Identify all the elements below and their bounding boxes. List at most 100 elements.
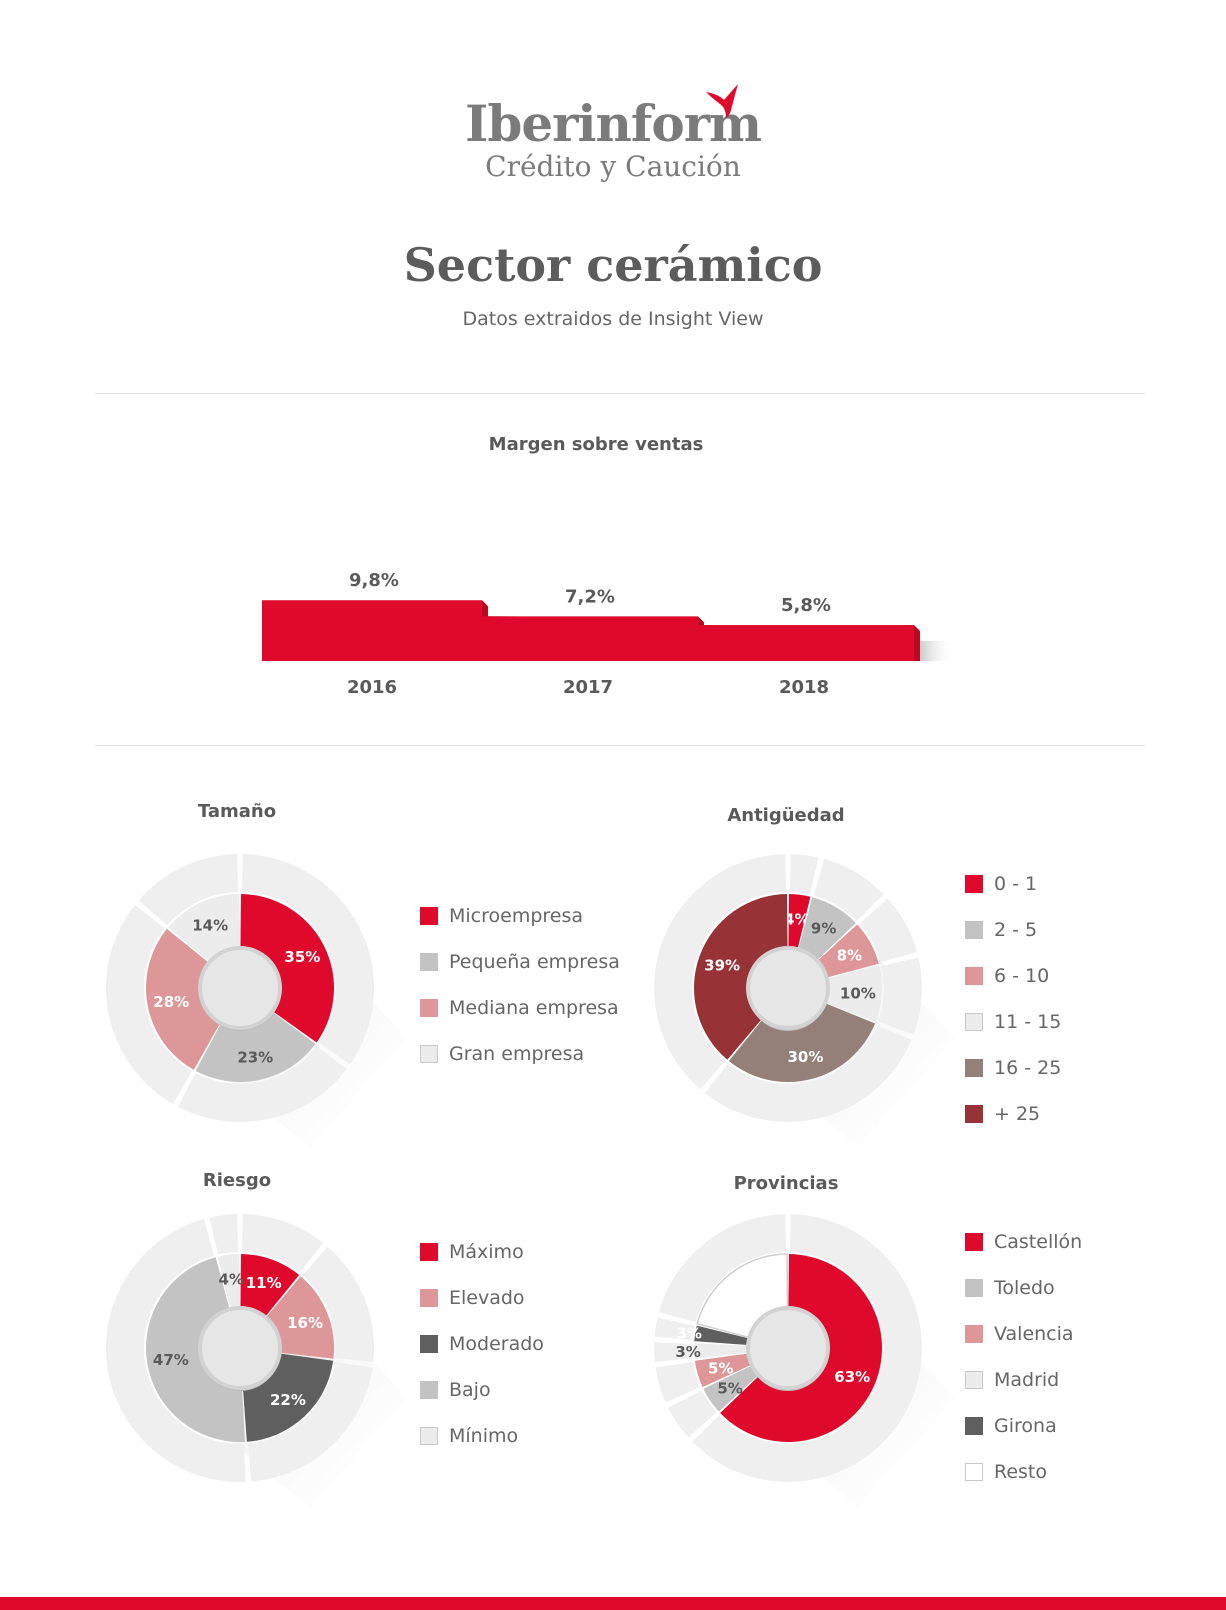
donut-outer-ring-segment xyxy=(242,1214,324,1273)
provincias-chart-title: Provincias xyxy=(733,1173,839,1194)
donut-outer-ring-segment xyxy=(655,1362,701,1403)
donut-outer-ring-segment xyxy=(106,904,192,1105)
legend-swatch xyxy=(420,1335,438,1353)
legend-swatch xyxy=(420,1045,438,1063)
donut-value-label: 5% xyxy=(717,1379,742,1397)
bar-category-label: 2018 xyxy=(779,677,829,698)
legend-swatch xyxy=(965,1279,983,1297)
legend-label: Resto xyxy=(994,1461,1048,1483)
donut-outer-ring-segment xyxy=(654,1342,693,1363)
donut-slice-0 - 1 xyxy=(788,894,811,959)
legend-item: Castellón xyxy=(965,1219,1082,1265)
legend-label: Bajo xyxy=(449,1379,491,1401)
legend-swatch xyxy=(965,875,983,893)
legend-item: + 25 xyxy=(965,1091,1061,1137)
legend-swatch xyxy=(420,1243,438,1261)
donut-value-label: 22% xyxy=(270,1391,306,1409)
margen-bar-chart: 9,8% 2016 7,2% 2017 5,8% 2018 xyxy=(262,570,954,698)
page-title: Sector cerámico xyxy=(403,238,823,292)
donut-outer-ring-segment xyxy=(302,1246,374,1363)
legend-item: Gran empresa xyxy=(420,1031,620,1077)
logo-subtitle: Crédito y Caución xyxy=(485,150,741,183)
logo-mark-icon xyxy=(706,84,738,118)
donut-value-label: 4% xyxy=(784,911,809,929)
legend-swatch xyxy=(420,999,438,1017)
legend-swatch xyxy=(420,953,438,971)
donut-outer-ring-segment xyxy=(177,1046,347,1122)
donut-slice-Toledo xyxy=(703,1361,766,1412)
legend-swatch xyxy=(965,1105,983,1123)
donut-hub xyxy=(198,946,282,1030)
legend-label: Moderado xyxy=(449,1333,544,1355)
legend-label: 2 - 5 xyxy=(994,919,1038,941)
bar-value-label: 7,2% xyxy=(565,586,615,607)
legend-item: Mínimo xyxy=(420,1413,544,1459)
legend-item: Madrid xyxy=(965,1357,1082,1403)
riesgo-donut-chart: 11% 16% 22% 47% 4% xyxy=(106,1214,408,1508)
antiguedad-donut-chart: 4%9%8% 10% 30% 39% xyxy=(654,854,956,1148)
bar-bevel xyxy=(914,625,920,661)
donut-value-label: 23% xyxy=(237,1048,273,1066)
legend-label: Girona xyxy=(994,1415,1057,1437)
donut-slice-Castellón xyxy=(720,1254,882,1442)
riesgo-legend: Máximo Elevado Moderado Bajo Mínimo xyxy=(420,1229,544,1459)
legend-item: Bajo xyxy=(420,1367,544,1413)
donut-value-label: 9% xyxy=(811,920,836,938)
footer-bar xyxy=(0,1597,1226,1610)
provincias-donut-chart: 63% 5%5% 3%3% xyxy=(654,1214,956,1508)
donut-slice-Bajo xyxy=(146,1257,245,1442)
legend-item: Elevado xyxy=(420,1275,544,1321)
bar-2016 xyxy=(262,600,482,661)
donut-outer-ring-segment xyxy=(106,1218,246,1482)
legend-label: Mediana empresa xyxy=(449,997,619,1019)
legend-swatch xyxy=(965,1233,983,1251)
donut-hub xyxy=(746,1306,830,1390)
legend-item: Toledo xyxy=(965,1265,1082,1311)
donut-outer-ring-segment xyxy=(138,854,238,926)
legend-item: Máximo xyxy=(420,1229,544,1275)
divider xyxy=(95,745,1145,746)
donut-outer-ring-segment xyxy=(658,1214,786,1323)
donut-outer-ring-segment xyxy=(667,1390,717,1438)
provincias-legend: Castellón Toledo Valencia Madrid Girona Resto xyxy=(965,1219,1082,1495)
legend-item: Mediana empresa xyxy=(420,985,620,1031)
donut-value-label: 16% xyxy=(287,1314,323,1332)
donut-value-label: 10% xyxy=(840,984,876,1002)
legend-item: 16 - 25 xyxy=(965,1045,1061,1091)
legend-swatch xyxy=(965,921,983,939)
donut-hub xyxy=(746,946,830,1030)
legend-label: Elevado xyxy=(449,1287,525,1309)
antiguedad-chart-title: Antigüedad xyxy=(727,805,845,826)
legend-label: Microempresa xyxy=(449,905,584,927)
legend-item: Valencia xyxy=(965,1311,1082,1357)
legend-swatch xyxy=(965,1325,983,1343)
bar-category-label: 2016 xyxy=(347,677,397,698)
donut-slice-Mediana empresa xyxy=(145,928,226,1070)
donut-outer-ring-segment xyxy=(654,1317,695,1340)
legend-label: 0 - 1 xyxy=(994,873,1038,895)
bar-value-label: 9,8% xyxy=(349,570,399,591)
legend-item: 6 - 10 xyxy=(965,953,1061,999)
donut-slice-Gran empresa xyxy=(168,894,240,969)
legend-item: 0 - 1 xyxy=(965,861,1061,907)
page-subtitle: Datos extraidos de Insight View xyxy=(462,308,764,330)
logo-name: Iberinform xyxy=(465,94,762,153)
donut-value-label: 35% xyxy=(284,948,320,966)
legend-swatch xyxy=(965,1417,983,1435)
legend-label: + 25 xyxy=(994,1103,1041,1125)
legend-label: Pequeña empresa xyxy=(449,951,620,973)
legend-label: Mínimo xyxy=(449,1425,519,1447)
donut-value-label: 11% xyxy=(246,1274,282,1292)
donut-value-label: 28% xyxy=(153,993,189,1011)
legend-item: Microempresa xyxy=(420,893,620,939)
legend-label: Gran empresa xyxy=(449,1043,585,1065)
legend-label: Castellón xyxy=(994,1231,1083,1253)
legend-label: 16 - 25 xyxy=(994,1057,1062,1079)
legend-swatch xyxy=(420,1381,438,1399)
donut-value-label: 3% xyxy=(676,1324,701,1342)
legend-item: 11 - 15 xyxy=(965,999,1061,1045)
donut-slice-Máximo xyxy=(240,1254,300,1325)
legend-item: Moderado xyxy=(420,1321,544,1367)
legend-label: Toledo xyxy=(994,1277,1055,1299)
antiguedad-legend: 0 - 1 2 - 5 6 - 10 11 - 15 16 - 25 + 25 xyxy=(965,861,1061,1137)
